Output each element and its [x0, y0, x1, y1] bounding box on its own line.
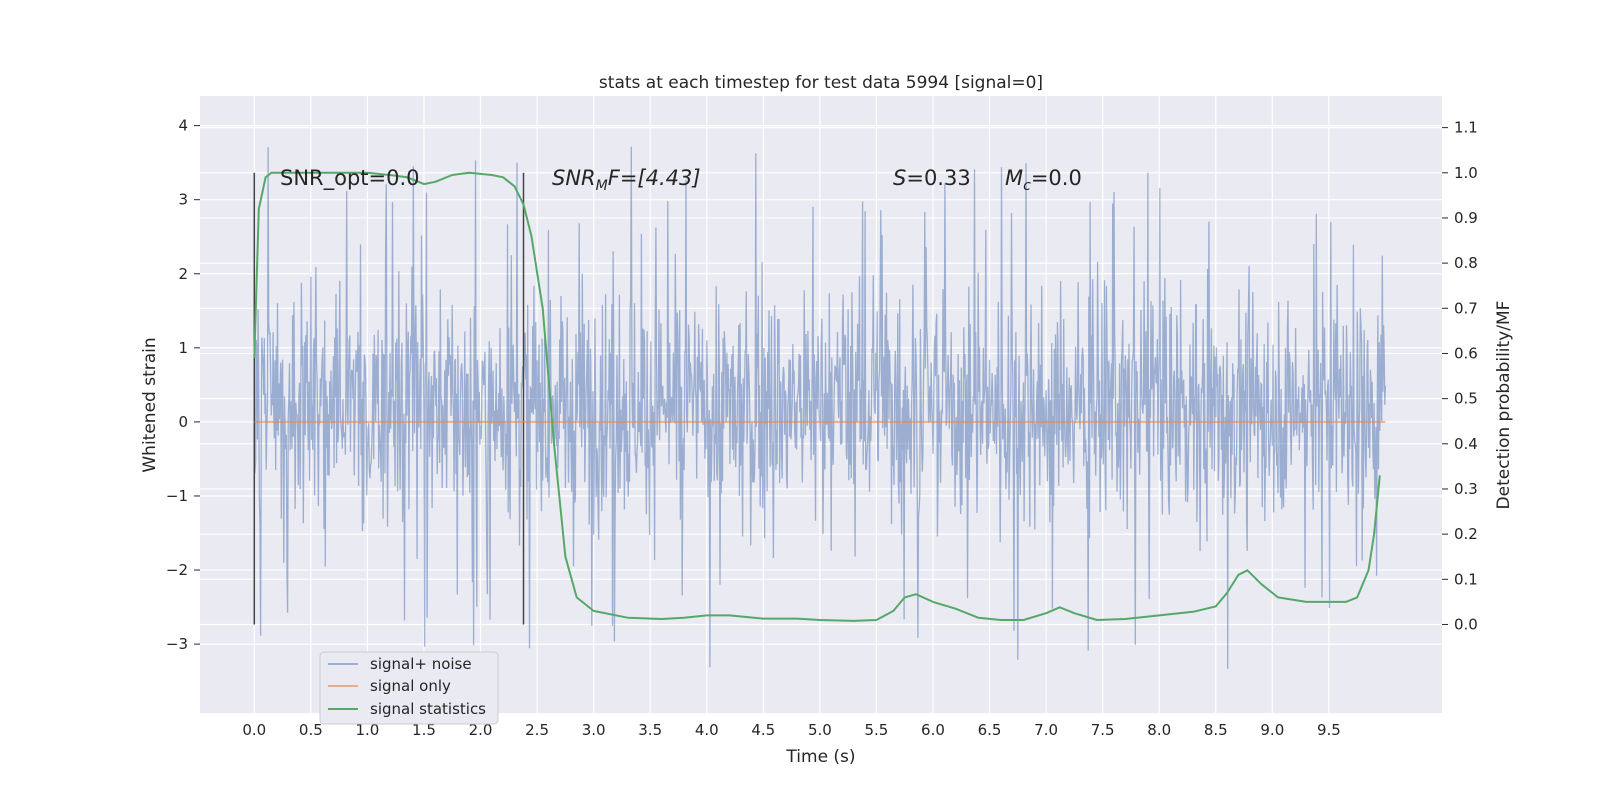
- annotation-snr-opt: SNR_opt=0.0: [280, 166, 420, 191]
- y-right-axis-label: Detection probability/MF: [1494, 301, 1514, 510]
- x-tick-label: 4.0: [695, 721, 719, 739]
- y-left-tick-label: 3: [178, 191, 188, 209]
- x-tick-label: 5.5: [864, 721, 888, 739]
- y-left-tick-label: 0: [178, 413, 188, 431]
- x-axis-label: Time (s): [785, 747, 855, 767]
- y-right-tick-label: 0.4: [1454, 435, 1478, 453]
- x-tick-label: 2.5: [525, 721, 549, 739]
- legend-box: [319, 651, 499, 725]
- y-right-tick-label: 0.7: [1454, 299, 1478, 317]
- x-tick-labels: 0.0 0.5 1.0 1.5 2.0 2.5 3.0 3.5 4.0 4.5 5.0 5.5 6.0 6…: [242, 721, 1340, 739]
- x-tick-label: 1.0: [355, 721, 379, 739]
- x-tick-label: 0.0: [242, 721, 266, 739]
- x-tick-label: 0.5: [299, 721, 323, 739]
- y-left-tick-label: 1: [178, 339, 188, 357]
- legend: signal+ noise signal only signal statist…: [319, 651, 499, 725]
- y-left-tick-labels: 4 3 2 1 0 −1 −2 −3: [166, 117, 188, 653]
- x-tick-label: 4.5: [751, 721, 775, 739]
- y-right-tick-label: 0.6: [1454, 344, 1478, 362]
- y-right-tick-labels: 1.1 1.0 0.9 0.8 0.7 0.6 0.5 0.4 0.3 0.2 0.1 0.0: [1454, 119, 1478, 634]
- y-left-tick-label: −2: [166, 561, 188, 579]
- x-tick-label: 6.0: [921, 721, 945, 739]
- x-tick-label: 7.5: [1091, 721, 1115, 739]
- vertical-markers: [253, 172, 525, 625]
- annotation-mc: Mc=0.0: [1005, 166, 1082, 194]
- y-right-tick-label: 0.8: [1454, 254, 1478, 272]
- x-tick-label: 6.5: [978, 721, 1002, 739]
- legend-label-signal-statistics: signal statistics: [370, 700, 486, 718]
- x-tick-label: 7.0: [1034, 721, 1058, 739]
- annotation-s: S=0.33: [893, 166, 971, 190]
- x-tick-label: 3.0: [582, 721, 606, 739]
- y-right-tick-label: 0.0: [1454, 615, 1478, 633]
- x-tick-label: 8.5: [1204, 721, 1228, 739]
- chart-title: stats at each timestep for test data 599…: [599, 73, 1043, 93]
- y-right-tick-label: 0.2: [1454, 525, 1478, 543]
- signal-statistics-line: [253, 171, 1381, 622]
- x-tick-label: 9.0: [1260, 721, 1284, 739]
- y-left-tick-label: −3: [166, 635, 188, 653]
- legend-label-signal-noise: signal+ noise: [370, 655, 472, 673]
- x-tick-label: 8.0: [1147, 721, 1171, 739]
- y-right-tick-label: 0.9: [1454, 209, 1478, 227]
- x-tick-label: 3.5: [638, 721, 662, 739]
- x-tick-label: 1.5: [412, 721, 436, 739]
- y-left-axis-label: Whitened strain: [140, 337, 160, 472]
- annotation-snr-mf: SNRMF=[4.43]: [552, 166, 701, 194]
- x-tick-label: 9.5: [1317, 721, 1341, 739]
- x-tick-label: 5.0: [808, 721, 832, 739]
- y-left-tick-label: 4: [178, 117, 188, 135]
- y-right-tick-label: 0.3: [1454, 480, 1478, 498]
- y-right-tick-label: 1.1: [1454, 119, 1478, 137]
- y-left-tick-label: 2: [178, 265, 188, 283]
- legend-label-signal-only: signal only: [370, 677, 451, 695]
- y-right-tick-label: 0.1: [1454, 570, 1478, 588]
- y-right-tick-label: 0.5: [1454, 390, 1478, 408]
- x-tick-label: 2.0: [469, 721, 493, 739]
- signal-statistics-series: [253, 171, 1381, 622]
- y-left-tick-label: −1: [166, 487, 188, 505]
- y-right-tick-label: 1.0: [1454, 164, 1478, 182]
